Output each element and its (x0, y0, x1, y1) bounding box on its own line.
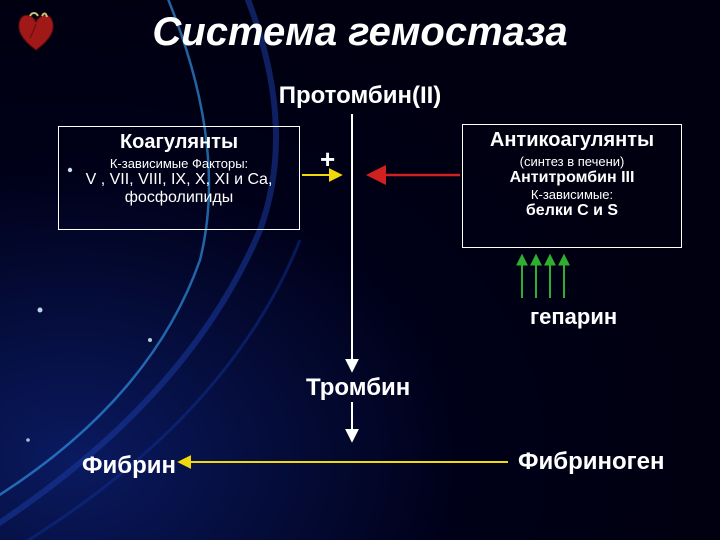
plus-sign: + (320, 144, 335, 175)
anticoagulants-heading: Антикоагулянты (469, 129, 675, 152)
anticoagulants-box: Антикоагулянты (синтез в печени) Антитро… (462, 124, 682, 248)
anticoagulants-line1: (синтез в печени) (469, 154, 675, 169)
slide-root: Система гемостаза Протомбин(II) Коагулян… (0, 0, 720, 540)
coagulants-heading: Коагулянты (65, 131, 293, 154)
slide-subtitle: Протомбин(II) (0, 82, 720, 110)
coagulants-box: Коагулянты К-зависимые Факторы: V , VII,… (58, 126, 300, 230)
heparin-label: гепарин (530, 304, 617, 330)
coagulants-line1: К-зависимые Факторы: (65, 156, 293, 171)
fibrinogen-label: Фибриноген (518, 448, 664, 476)
fibrin-label: Фибрин (82, 452, 176, 480)
slide-title: Система гемостаза (0, 10, 720, 55)
coagulants-line2: V , VII, VIII, IX, X, XI и Ca, (65, 171, 293, 189)
coagulants-line3: фосфолипиды (65, 189, 293, 207)
anticoagulants-line3: К-зависимые: (469, 187, 675, 202)
thrombin-label: Тромбин (306, 374, 410, 402)
anticoagulants-line4: белки С и S (469, 202, 675, 220)
anticoagulants-line2: Антитромбин III (469, 169, 675, 187)
